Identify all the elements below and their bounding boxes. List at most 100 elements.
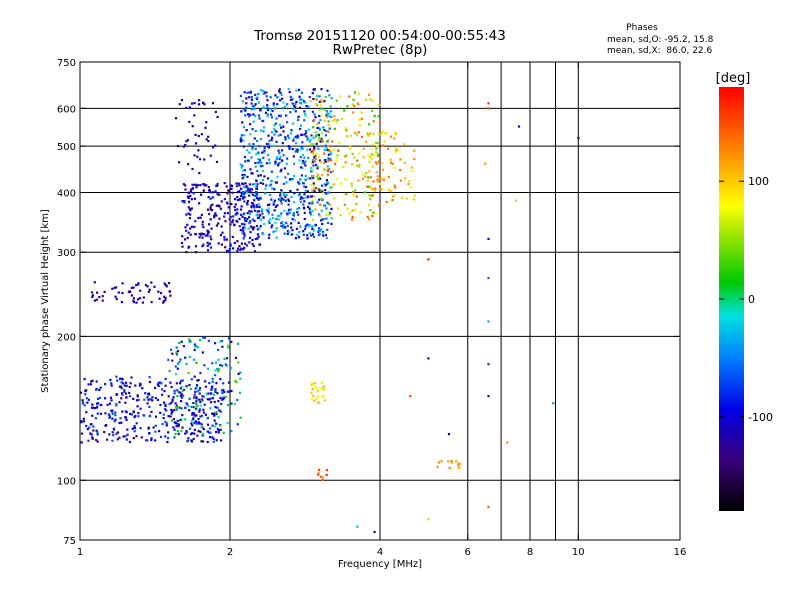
- echo-point: [194, 387, 197, 390]
- echo-point: [321, 100, 324, 103]
- echo-point: [189, 227, 192, 230]
- echo-point: [304, 225, 307, 228]
- echo-point: [132, 299, 135, 302]
- echo-point: [252, 226, 256, 229]
- echo-point: [203, 103, 206, 106]
- x-tick-label: 2: [227, 547, 233, 558]
- echo-point: [336, 207, 340, 210]
- echo-point: [203, 364, 206, 367]
- echo-point: [487, 277, 490, 280]
- echo-point: [95, 380, 98, 383]
- echo-point: [214, 110, 217, 113]
- echo-point: [314, 160, 317, 163]
- echo-point: [122, 382, 125, 385]
- echo-point: [282, 154, 285, 157]
- echo-point: [315, 397, 318, 400]
- echo-point: [273, 144, 276, 147]
- echo-point: [194, 245, 197, 248]
- echo-point: [211, 397, 215, 400]
- echo-point: [235, 381, 238, 384]
- echo-point: [317, 155, 321, 158]
- echo-point: [232, 247, 235, 250]
- echo-point: [371, 214, 374, 217]
- echo-point: [318, 175, 321, 178]
- echo-point: [264, 187, 267, 190]
- echo-point: [313, 88, 316, 91]
- echo-point: [328, 212, 331, 216]
- echo-point: [327, 120, 330, 123]
- echo-point: [359, 211, 362, 214]
- echo-point: [250, 210, 253, 213]
- echo-point: [239, 208, 243, 211]
- echo-point: [319, 475, 323, 478]
- echo-point: [195, 402, 198, 405]
- echo-point: [216, 115, 219, 119]
- echo-point: [374, 212, 377, 215]
- echo-point: [244, 114, 247, 117]
- echo-point: [352, 98, 355, 101]
- echo-point: [164, 435, 167, 438]
- echo-point: [313, 190, 316, 193]
- echo-point: [330, 222, 333, 225]
- echo-point: [241, 222, 244, 225]
- echo-point: [213, 216, 216, 219]
- echo-point: [319, 118, 322, 122]
- echo-point: [447, 433, 451, 436]
- echo-point: [369, 176, 372, 179]
- echo-point: [117, 431, 120, 434]
- echo-point: [269, 108, 273, 111]
- echo-point: [333, 118, 336, 121]
- echo-point: [164, 296, 167, 300]
- echo-point: [304, 189, 307, 192]
- echo-point: [152, 426, 155, 429]
- echo-point: [389, 135, 393, 138]
- echo-point: [206, 440, 209, 444]
- echo-point: [211, 424, 214, 427]
- echo-point: [371, 165, 374, 168]
- echo-point: [156, 383, 159, 386]
- echo-point: [311, 210, 314, 213]
- echo-point: [253, 182, 256, 186]
- echo-point: [324, 234, 328, 237]
- echo-point: [210, 388, 213, 391]
- echo-point: [211, 436, 214, 439]
- echo-point: [249, 168, 252, 171]
- echo-point: [327, 149, 331, 152]
- echo-point: [278, 114, 281, 117]
- echo-point: [143, 414, 146, 417]
- echo-point: [298, 159, 301, 162]
- echo-point: [255, 204, 258, 207]
- echo-point: [317, 179, 320, 182]
- echo-point: [217, 370, 220, 373]
- echo-point: [181, 414, 184, 417]
- echo-point: [146, 402, 149, 405]
- echo-point: [333, 114, 336, 118]
- echo-point: [198, 99, 201, 102]
- echo-point: [124, 435, 127, 438]
- echo-point: [224, 246, 227, 249]
- echo-point: [93, 281, 96, 284]
- echo-point: [450, 460, 453, 463]
- echo-point: [350, 182, 353, 185]
- echo-point: [253, 137, 256, 140]
- echo-point: [189, 233, 192, 236]
- echo-point: [262, 126, 266, 129]
- echo-point: [250, 188, 254, 191]
- echo-point: [368, 170, 371, 173]
- echo-point: [316, 126, 319, 130]
- echo-point: [162, 300, 165, 303]
- echo-point: [80, 421, 83, 424]
- echo-point: [195, 422, 198, 425]
- echo-point: [250, 108, 253, 111]
- echo-point: [235, 182, 238, 185]
- echo-point: [301, 153, 304, 156]
- echo-point: [300, 148, 303, 151]
- echo-point: [170, 386, 173, 389]
- echo-point: [327, 191, 330, 194]
- echo-point: [306, 234, 309, 237]
- echo-point: [340, 117, 343, 120]
- echo-point: [393, 166, 396, 169]
- echo-point: [202, 243, 205, 246]
- echo-point: [299, 200, 302, 203]
- echo-point: [110, 382, 113, 385]
